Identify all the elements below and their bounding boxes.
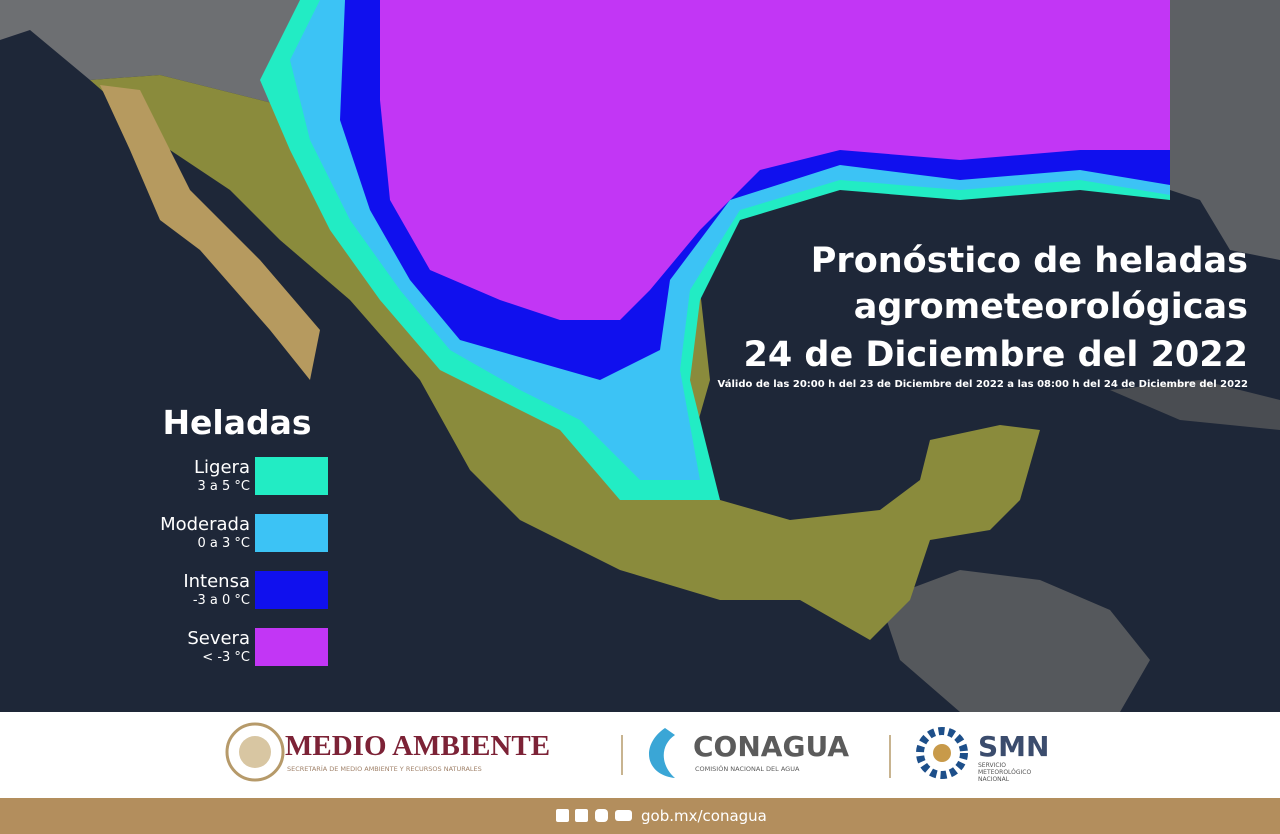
legend-title: Heladas xyxy=(162,403,311,442)
footer-bar xyxy=(0,798,1280,834)
legend-range: < -3 °C xyxy=(202,650,250,665)
title-line: 24 de Diciembre del 2022 xyxy=(744,335,1249,375)
url[interactable]: gob.mx/conagua xyxy=(641,807,767,825)
legend-range: 0 a 3 °C xyxy=(198,536,250,551)
legend-label: Ligera xyxy=(194,457,250,478)
footer xyxy=(0,712,1280,798)
legend-label: Moderada xyxy=(160,514,250,535)
icon-twitter[interactable] xyxy=(575,809,588,822)
logo-name: SMN xyxy=(978,730,1049,763)
legend-swatch xyxy=(255,628,328,666)
logo-subtitle: SERVICIO METEOROLÓGICO NACIONAL xyxy=(978,762,1032,783)
icon-youtube[interactable] xyxy=(615,810,632,821)
land-cuba xyxy=(1110,380,1280,430)
logo-subtitle: COMISIÓN NACIONAL DEL AGUA xyxy=(695,764,800,773)
logo-subtitle-box: SERVICIO METEOROLÓGICO NACIONAL xyxy=(978,762,1032,783)
title-line: agrometeorológicas xyxy=(854,287,1248,327)
emblem xyxy=(225,722,285,782)
social-icons xyxy=(556,809,632,822)
title-line: Pronóstico de heladas xyxy=(811,241,1248,281)
logo-subtitle: SECRETARÍA DE MEDIO AMBIENTE Y RECURSOS … xyxy=(287,764,482,773)
land-baja xyxy=(100,85,320,380)
legend-range: -3 a 0 °C xyxy=(193,593,250,608)
legend-range: 3 a 5 °C xyxy=(198,479,250,494)
logo-name: MEDIO AMBIENTE xyxy=(285,730,550,762)
validity: Válido de las 20:00 h del 23 de Diciembr… xyxy=(718,378,1249,390)
logo-name: CONAGUA xyxy=(693,730,849,763)
smn-icon xyxy=(933,744,951,762)
icon-instagram[interactable] xyxy=(595,809,608,822)
legend-swatch xyxy=(255,571,328,609)
smn-icon xyxy=(916,727,968,779)
land-central-america xyxy=(880,570,1150,712)
legend-label: Intensa xyxy=(183,571,250,592)
legend-swatch xyxy=(255,514,328,552)
land-florida xyxy=(1170,0,1280,260)
legend-swatch xyxy=(255,457,328,495)
emblem xyxy=(239,736,271,768)
icon-facebook[interactable] xyxy=(556,809,569,822)
frost-severa xyxy=(380,0,1170,320)
conagua-icon xyxy=(648,728,675,778)
legend-label: Severa xyxy=(187,628,250,649)
